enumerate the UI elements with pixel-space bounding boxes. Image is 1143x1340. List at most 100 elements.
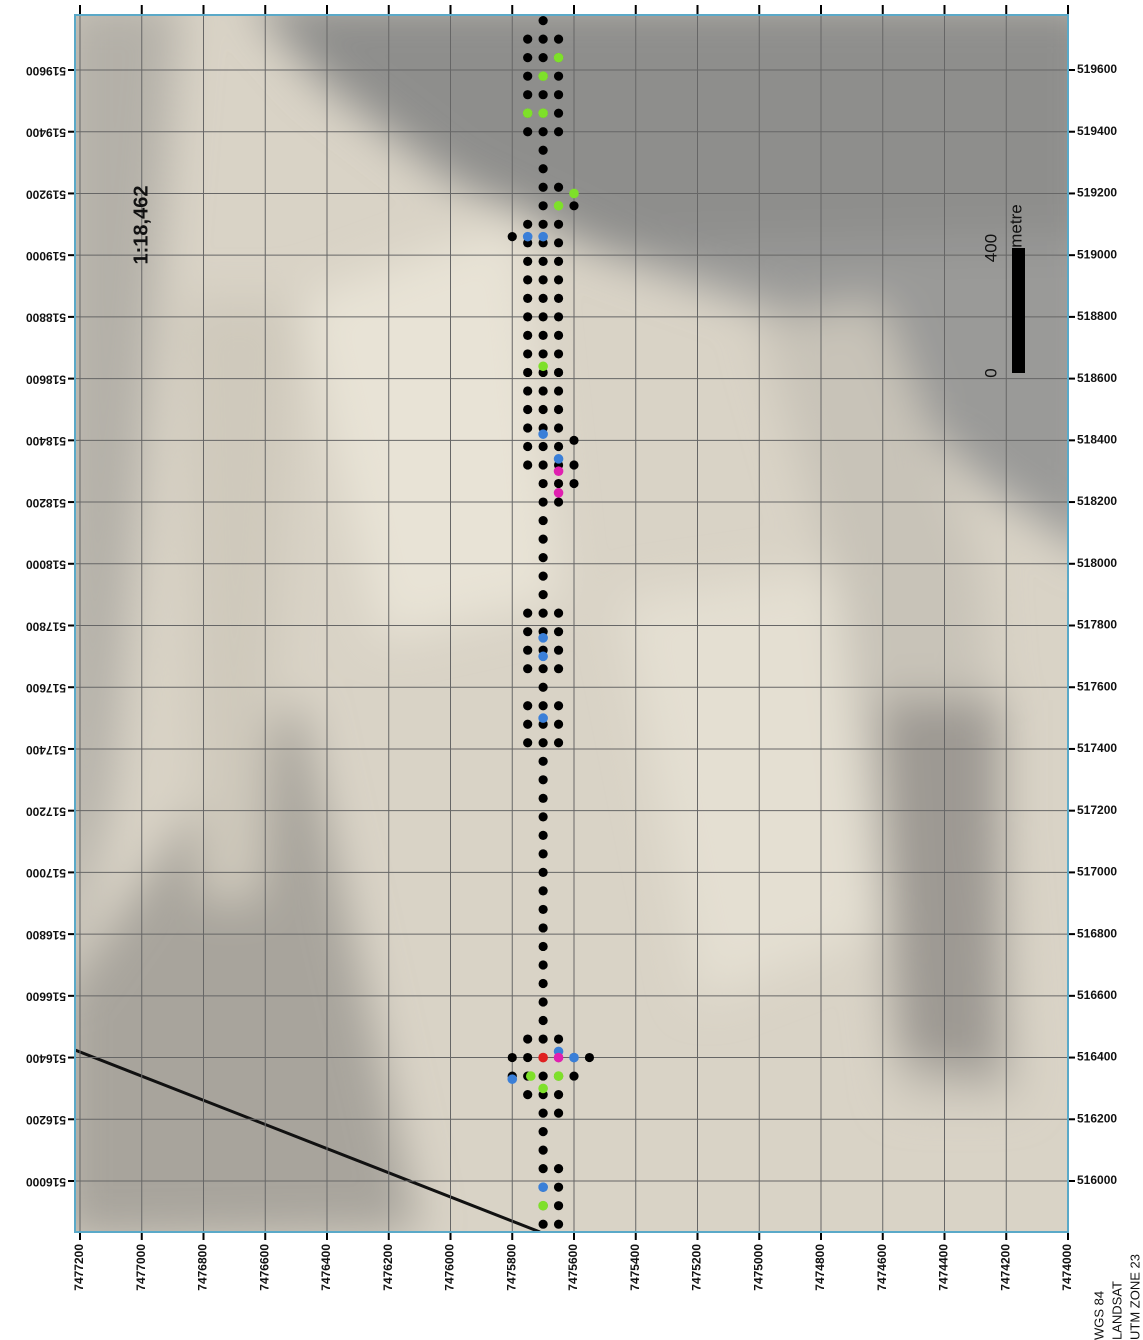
sample-point	[554, 738, 563, 747]
sample-point	[523, 1053, 532, 1062]
sample-point	[554, 609, 563, 618]
easting-label: 7474600	[875, 1244, 889, 1291]
scale-length: 400	[981, 234, 1000, 262]
sample-point	[523, 90, 532, 99]
northing-label: 516000	[1077, 1173, 1117, 1187]
easting-label: 7475600	[566, 1244, 580, 1291]
sample-point	[569, 201, 578, 210]
sample-point	[539, 1146, 548, 1155]
northing-label: 517000	[26, 866, 66, 880]
sample-point	[539, 294, 548, 303]
easting-label: 7475200	[690, 1244, 704, 1291]
sample-point	[554, 238, 563, 247]
sample-point	[523, 442, 532, 451]
highlighted-point	[554, 1053, 564, 1063]
northing-label: 519600	[26, 64, 66, 78]
highlighted-point	[554, 201, 564, 211]
sample-point	[508, 1053, 517, 1062]
sample-point	[539, 1034, 548, 1043]
scale-ratio: 1:18,462	[130, 186, 152, 265]
easting-label: 7475800	[504, 1244, 518, 1291]
sample-point	[554, 349, 563, 358]
sample-point	[554, 497, 563, 506]
sample-point	[554, 1090, 563, 1099]
northing-label: 518000	[26, 558, 66, 572]
highlighted-point	[554, 1071, 564, 1081]
sample-point	[539, 553, 548, 562]
sample-point	[539, 757, 548, 766]
highlighted-point	[526, 1071, 536, 1081]
sample-point	[554, 442, 563, 451]
sample-point	[523, 609, 532, 618]
northing-label: 517600	[1077, 679, 1117, 693]
sample-point	[539, 738, 548, 747]
highlighted-point	[538, 1053, 548, 1063]
highlighted-point	[554, 488, 564, 498]
sample-point	[554, 35, 563, 44]
highlighted-point	[538, 108, 548, 118]
sample-point	[554, 423, 563, 432]
sample-point	[539, 868, 548, 877]
sample-point	[539, 979, 548, 988]
sample-point	[539, 53, 548, 62]
sample-point	[539, 1127, 548, 1136]
northing-label: 516800	[1077, 926, 1117, 940]
easting-label: 7475400	[628, 1244, 642, 1291]
sample-point	[523, 368, 532, 377]
highlighted-point	[523, 108, 533, 118]
northing-label: 518600	[26, 372, 66, 386]
sample-point	[554, 294, 563, 303]
sample-point	[523, 294, 532, 303]
sample-point	[585, 1053, 594, 1062]
sample-point	[554, 331, 563, 340]
projection-line: UTM ZONE 23	[1127, 1254, 1142, 1340]
sample-point	[523, 386, 532, 395]
scale-bar	[1012, 248, 1025, 373]
sample-point	[523, 460, 532, 469]
sample-point	[539, 127, 548, 136]
scale-zero: 0	[981, 368, 1000, 377]
sample-point	[523, 220, 532, 229]
northing-label: 516600	[1077, 988, 1117, 1002]
highlighted-point	[538, 633, 548, 643]
northing-label: 519400	[1077, 124, 1117, 138]
highlighted-point	[538, 1201, 548, 1211]
sample-point	[523, 53, 532, 62]
northing-label: 518000	[1077, 556, 1117, 570]
sample-point	[569, 436, 578, 445]
northing-label: 516600	[26, 990, 66, 1004]
sample-point	[539, 1016, 548, 1025]
highlighted-point	[569, 189, 579, 199]
sample-point	[539, 164, 548, 173]
sample-point	[554, 1034, 563, 1043]
highlighted-point	[554, 53, 564, 63]
projection-line: LANDSAT	[1109, 1281, 1124, 1340]
scale-unit: metre	[1006, 204, 1025, 247]
sample-point	[539, 146, 548, 155]
sample-point	[539, 905, 548, 914]
sample-point	[539, 701, 548, 710]
sample-point	[539, 534, 548, 543]
northing-label: 516800	[26, 928, 66, 942]
sample-point	[554, 720, 563, 729]
northing-label: 519200	[26, 187, 66, 201]
sample-point	[539, 886, 548, 895]
sample-point	[523, 405, 532, 414]
highlighted-point	[554, 466, 564, 476]
sample-point	[539, 572, 548, 581]
easting-label: 7476600	[257, 1244, 271, 1291]
sample-point	[554, 405, 563, 414]
highlighted-point	[538, 429, 548, 439]
easting-label: 7476400	[319, 1244, 333, 1291]
sample-point	[539, 16, 548, 25]
sample-point	[539, 405, 548, 414]
northing-label: 517800	[26, 619, 66, 633]
sample-point	[539, 516, 548, 525]
easting-label: 7474800	[813, 1244, 827, 1291]
northing-label: 518800	[26, 311, 66, 325]
sample-point	[539, 312, 548, 321]
map: 1:18,462 0 400 metre WGS 84 LANDSAT UTM …	[0, 0, 1143, 1340]
sample-point	[539, 220, 548, 229]
sample-point	[539, 183, 548, 192]
easting-label: 7475000	[751, 1244, 765, 1291]
